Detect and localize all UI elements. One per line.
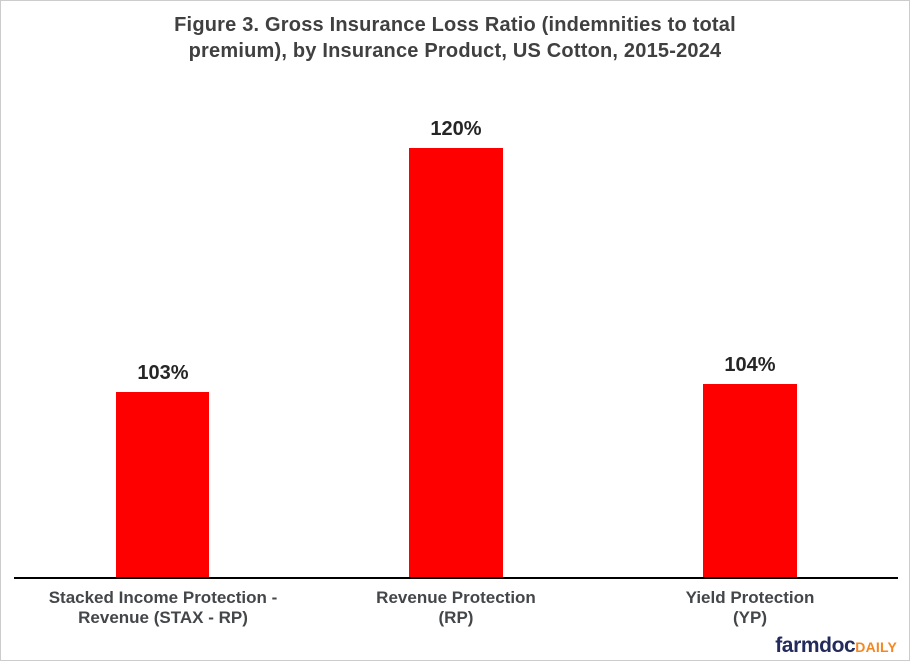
- category-label-yp: Yield Protection (YP): [603, 588, 897, 628]
- chart-title-line2: premium), by Insurance Product, US Cotto…: [188, 40, 722, 62]
- bar-value-label-rp: 120%: [430, 118, 482, 140]
- farmdoc-daily-logo: farmdoc DAILY: [775, 634, 897, 658]
- bar-value-label-stax-rp: 103%: [137, 362, 189, 384]
- bar-stax-rp: [116, 392, 209, 578]
- x-axis-line: [14, 577, 898, 579]
- category-label-yp-line2: (YP): [733, 608, 767, 627]
- bar-yp: [703, 384, 797, 578]
- category-label-stax-rp-line1: Stacked Income Protection -: [48, 588, 278, 607]
- bar-value-label-yp: 104%: [724, 354, 776, 376]
- category-label-rp: Revenue Protection (RP): [309, 588, 603, 628]
- daily-logo-text: DAILY: [855, 639, 897, 655]
- farmdoc-logo-text: farmdoc: [775, 634, 856, 657]
- category-label-rp-line2: (RP): [438, 608, 474, 627]
- chart-title-line1: Figure 3. Gross Insurance Loss Ratio (in…: [174, 14, 736, 36]
- chart-title: Figure 3. Gross Insurance Loss Ratio (in…: [1, 12, 909, 64]
- category-label-stax-rp: Stacked Income Protection - Revenue (STA…: [16, 588, 310, 628]
- category-label-yp-line1: Yield Protection: [685, 588, 815, 607]
- category-label-stax-rp-line2: Revenue (STAX - RP): [78, 608, 248, 627]
- bar-rp: [409, 148, 503, 578]
- category-label-rp-line1: Revenue Protection: [376, 588, 536, 607]
